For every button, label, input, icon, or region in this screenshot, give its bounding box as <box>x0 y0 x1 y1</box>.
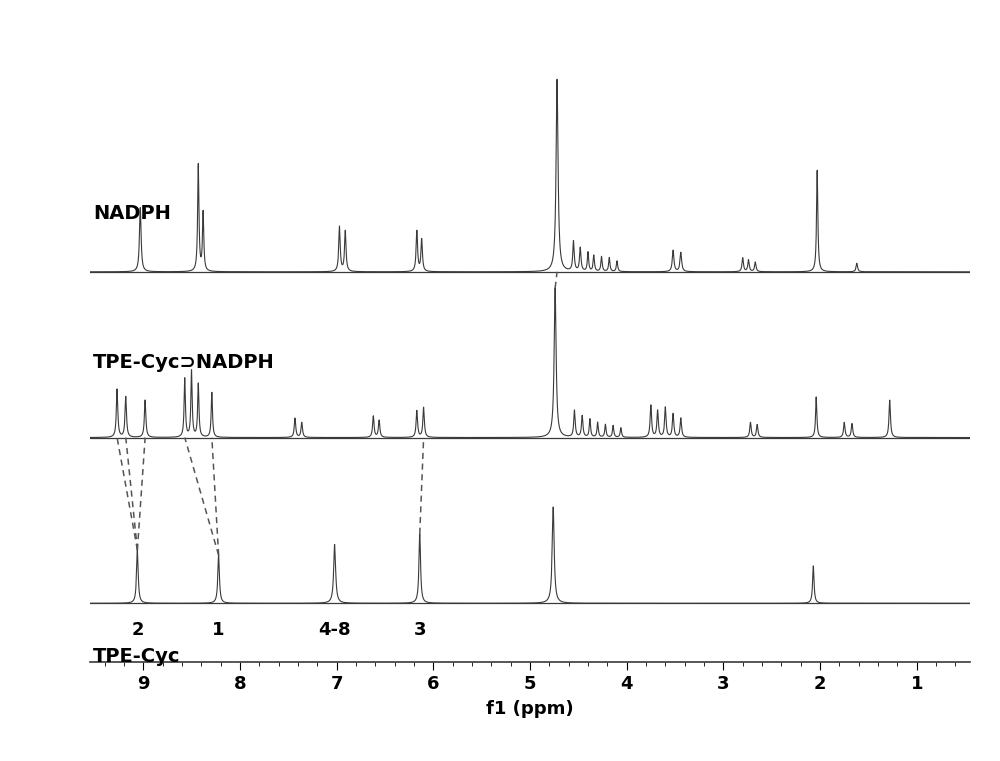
Text: 1: 1 <box>212 621 225 639</box>
Text: TPE-Cyc⊃NADPH: TPE-Cyc⊃NADPH <box>93 353 275 372</box>
Text: NADPH: NADPH <box>93 203 171 222</box>
Text: 3: 3 <box>414 621 426 639</box>
Text: TPE-Cyc: TPE-Cyc <box>93 647 180 666</box>
X-axis label: f1 (ppm): f1 (ppm) <box>486 700 574 718</box>
Text: 4-8: 4-8 <box>318 621 351 639</box>
Text: 2: 2 <box>131 621 144 639</box>
